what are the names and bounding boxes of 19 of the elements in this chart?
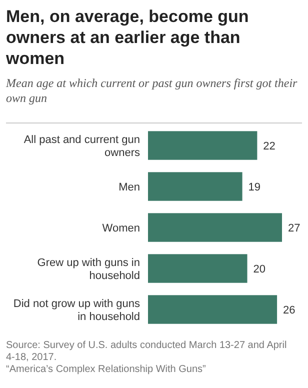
y-tick-label: Women [102, 222, 140, 234]
bar [148, 295, 278, 324]
bar [148, 213, 282, 242]
y-tick-label: Men [118, 181, 140, 194]
bar [148, 172, 242, 201]
y-tick-label: Did not grow up with guns in household [13, 298, 140, 323]
data-label: 26 [283, 304, 296, 316]
source-note: Source: Survey of U.S. adults conducted March 13-27 and April 4-18, 2017. [6, 340, 287, 363]
y-tick-label: All past and current gun owners [24, 134, 140, 159]
data-label: 27 [288, 222, 300, 234]
chart-subtitle: Mean age at which current or past gun owners first got their own gun [5, 76, 298, 105]
data-label: 22 [263, 140, 276, 152]
chart-title: Men, on average, become gun owners at an earlier age than women [5, 7, 249, 68]
data-label: 19 [248, 181, 261, 194]
bar [148, 131, 258, 160]
y-tick-label: Grew up with guns in household [37, 256, 140, 282]
bar [148, 254, 248, 283]
data-label: 20 [253, 263, 266, 276]
text: “America’s Complex Relationship With Guns” [6, 364, 206, 375]
